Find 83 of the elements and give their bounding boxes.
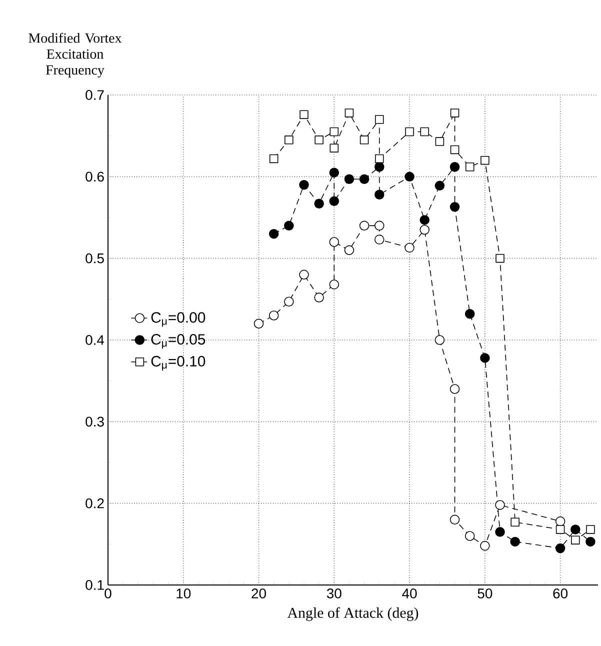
point <box>450 202 460 212</box>
y-tick-label: 0.4 <box>86 335 104 345</box>
legend-label: C$_{μ}$=0.00 <box>151 312 206 327</box>
point <box>510 536 520 547</box>
point <box>284 220 294 231</box>
point <box>420 127 429 136</box>
point <box>360 136 369 144</box>
x-tick-label: 50 <box>478 588 492 598</box>
point <box>450 108 460 118</box>
x-tick-label: 40 <box>402 588 417 598</box>
legend-label: C$_{μ}$=0.10 <box>151 356 206 371</box>
point <box>570 524 580 534</box>
point <box>329 168 340 178</box>
point <box>314 136 324 144</box>
point <box>359 174 370 184</box>
point <box>480 156 490 165</box>
point <box>404 242 414 253</box>
point <box>450 162 460 172</box>
point <box>344 245 354 256</box>
x-axis-title: Angle of Attack (deg) <box>287 607 418 621</box>
point <box>344 174 354 184</box>
point <box>435 137 444 146</box>
legend-label: C$_{μ}$=0.05 <box>151 334 206 349</box>
point <box>405 127 414 136</box>
point <box>374 220 384 231</box>
point <box>480 353 490 363</box>
point <box>420 224 430 235</box>
x-tick-label: 0 <box>104 588 112 598</box>
point <box>299 270 309 280</box>
point <box>330 144 339 152</box>
point <box>495 527 505 537</box>
point <box>284 136 294 144</box>
point <box>300 110 308 119</box>
point <box>464 531 475 541</box>
y-tick-label: 0.7 <box>86 90 104 100</box>
x-tick-label: 60 <box>553 588 568 598</box>
point <box>464 308 475 319</box>
point <box>571 536 580 544</box>
point <box>420 215 430 225</box>
point <box>404 172 414 182</box>
y-tick-label: 0.2 <box>86 498 104 508</box>
point <box>329 237 340 247</box>
point <box>329 280 340 290</box>
point <box>556 525 565 534</box>
point <box>586 536 596 547</box>
point <box>375 154 384 164</box>
x-tick-label: 30 <box>326 588 342 598</box>
y-axis-title: Modified Vortex Excitation Frequency <box>28 32 122 78</box>
point <box>375 115 384 124</box>
y-tick-label: 0.3 <box>86 416 104 427</box>
point <box>374 234 384 244</box>
point <box>314 292 324 302</box>
point <box>314 198 324 208</box>
point <box>510 518 520 526</box>
y-tick-label: 0.1 <box>86 580 104 590</box>
point <box>480 540 490 551</box>
y-tick-label: 0.6 <box>86 172 104 182</box>
point <box>374 190 384 200</box>
x-tick-label: 20 <box>252 588 266 598</box>
point <box>586 525 595 534</box>
y-tick-label: 0.5 <box>86 253 104 264</box>
point <box>359 220 370 231</box>
point <box>330 127 339 136</box>
point <box>450 384 460 394</box>
point <box>434 335 445 345</box>
point <box>374 162 384 172</box>
point <box>496 254 504 263</box>
point <box>450 514 460 525</box>
point <box>268 310 279 320</box>
x-tick-label: 10 <box>176 588 191 598</box>
point <box>284 296 294 306</box>
point <box>434 180 445 191</box>
point <box>269 154 278 164</box>
point <box>268 228 279 239</box>
point <box>344 108 354 118</box>
point <box>495 500 505 510</box>
point <box>329 196 340 206</box>
point <box>299 180 309 190</box>
point <box>555 543 566 554</box>
point <box>555 516 566 526</box>
point <box>450 145 460 154</box>
point <box>254 318 264 329</box>
point <box>465 162 474 172</box>
